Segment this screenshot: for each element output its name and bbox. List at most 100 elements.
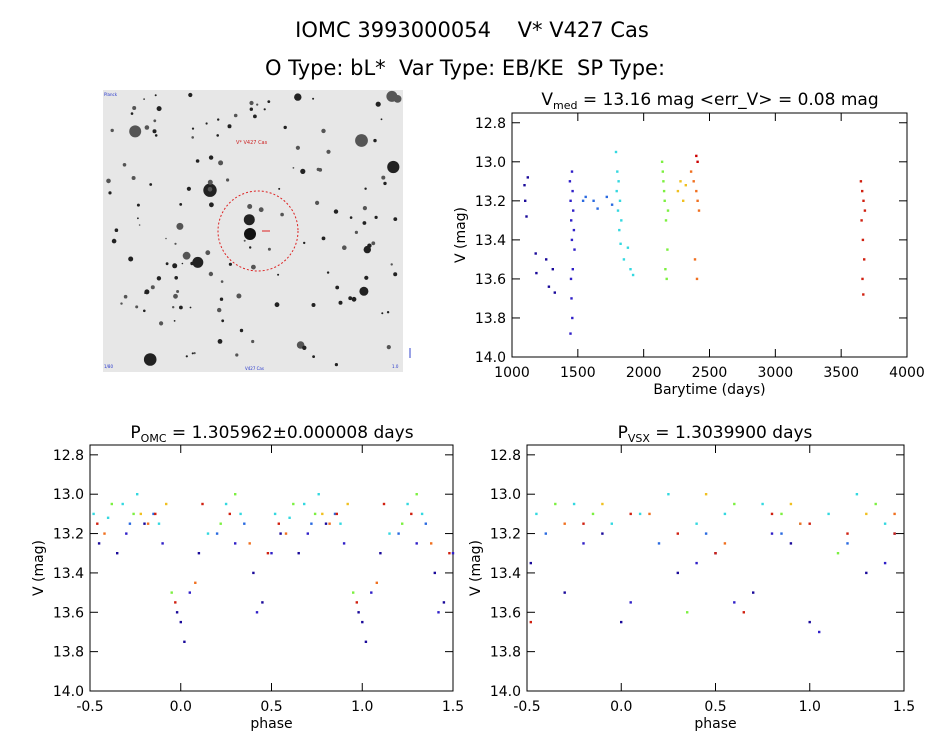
- data-point: [601, 502, 604, 506]
- data-point: [883, 561, 887, 565]
- data-point: [893, 512, 896, 516]
- star: [362, 221, 367, 225]
- star: [144, 289, 150, 295]
- data-point: [201, 502, 204, 506]
- x-tick-label: 1500: [560, 365, 596, 381]
- star: [110, 128, 114, 133]
- data-point: [818, 630, 821, 634]
- star: [312, 355, 315, 358]
- y-tick-label: 13.4: [53, 566, 84, 582]
- star: [338, 300, 343, 305]
- data-point: [571, 316, 574, 320]
- star: [208, 271, 214, 277]
- star: [374, 215, 378, 219]
- star: [387, 160, 400, 174]
- star: [334, 363, 338, 367]
- data-point: [865, 571, 868, 575]
- star: [154, 134, 158, 137]
- data-point: [261, 601, 264, 604]
- data-point: [629, 512, 632, 516]
- star: [217, 118, 220, 121]
- data-point: [572, 502, 576, 506]
- star: [386, 345, 391, 350]
- data-point: [752, 591, 755, 594]
- star: [351, 296, 357, 302]
- y-tick-label: 13.8: [475, 311, 506, 327]
- data-point: [661, 170, 664, 173]
- data-point: [862, 199, 865, 202]
- star: [156, 106, 162, 112]
- data-point: [689, 170, 693, 173]
- star: [228, 262, 232, 266]
- data-point: [584, 195, 587, 199]
- x-tick-label: 0.0: [170, 699, 192, 715]
- data-point: [524, 199, 527, 202]
- star: [233, 113, 238, 118]
- star: [143, 309, 146, 313]
- star: [217, 339, 223, 344]
- star: [182, 251, 191, 260]
- star: [300, 168, 306, 174]
- star: [179, 203, 183, 206]
- data-point: [375, 581, 378, 584]
- star: [217, 307, 222, 313]
- data-point: [306, 532, 309, 535]
- star: [375, 101, 381, 107]
- data-point: [535, 512, 538, 516]
- data-point: [780, 512, 783, 516]
- data-point: [723, 512, 727, 516]
- star: [174, 242, 177, 245]
- data-point: [695, 154, 698, 158]
- data-point: [406, 502, 409, 506]
- star: [207, 187, 213, 192]
- target-label: V* V427 Cas: [236, 140, 268, 146]
- data-point: [545, 258, 548, 261]
- data-point: [303, 502, 306, 506]
- data-point: [808, 620, 811, 624]
- star: [381, 175, 386, 180]
- target-star: [244, 228, 256, 240]
- data-point: [667, 493, 670, 496]
- data-point: [614, 150, 618, 154]
- star: [128, 256, 134, 262]
- star: [123, 294, 128, 299]
- x-tick-label: 4000: [889, 365, 925, 381]
- x-axis-label: phase: [250, 716, 292, 732]
- y-axis-label: V (mag): [31, 540, 47, 596]
- data-point: [544, 532, 547, 535]
- data-point: [547, 285, 551, 288]
- star: [136, 203, 140, 207]
- y-tick-label: 13.6: [490, 605, 521, 621]
- star: [165, 237, 167, 240]
- y-tick-label: 13.8: [53, 645, 84, 661]
- y-tick-label: 13.2: [475, 194, 506, 210]
- data-point: [686, 611, 689, 614]
- data-point: [629, 268, 632, 271]
- data-point: [388, 532, 391, 535]
- data-point: [573, 248, 576, 251]
- star: [176, 222, 184, 230]
- star: [191, 352, 194, 355]
- x-tick-label: 3500: [823, 365, 859, 381]
- star: [138, 224, 141, 226]
- data-point: [279, 532, 282, 535]
- x-tick-label: -0.5: [513, 699, 540, 715]
- data-point: [657, 542, 661, 545]
- data-point: [861, 277, 864, 281]
- data-point: [865, 512, 868, 516]
- data-point: [610, 203, 614, 206]
- data-point: [663, 199, 666, 202]
- star: [321, 236, 326, 241]
- star: [135, 305, 139, 309]
- star: [342, 245, 347, 250]
- data-point: [770, 512, 774, 516]
- star: [207, 179, 213, 185]
- star: [333, 209, 339, 214]
- y-tick-label: 13.6: [475, 272, 506, 288]
- data-point: [397, 532, 400, 535]
- data-point: [682, 199, 685, 202]
- data-point: [695, 189, 698, 193]
- star: [312, 97, 315, 100]
- star: [243, 239, 246, 242]
- star: [267, 100, 271, 103]
